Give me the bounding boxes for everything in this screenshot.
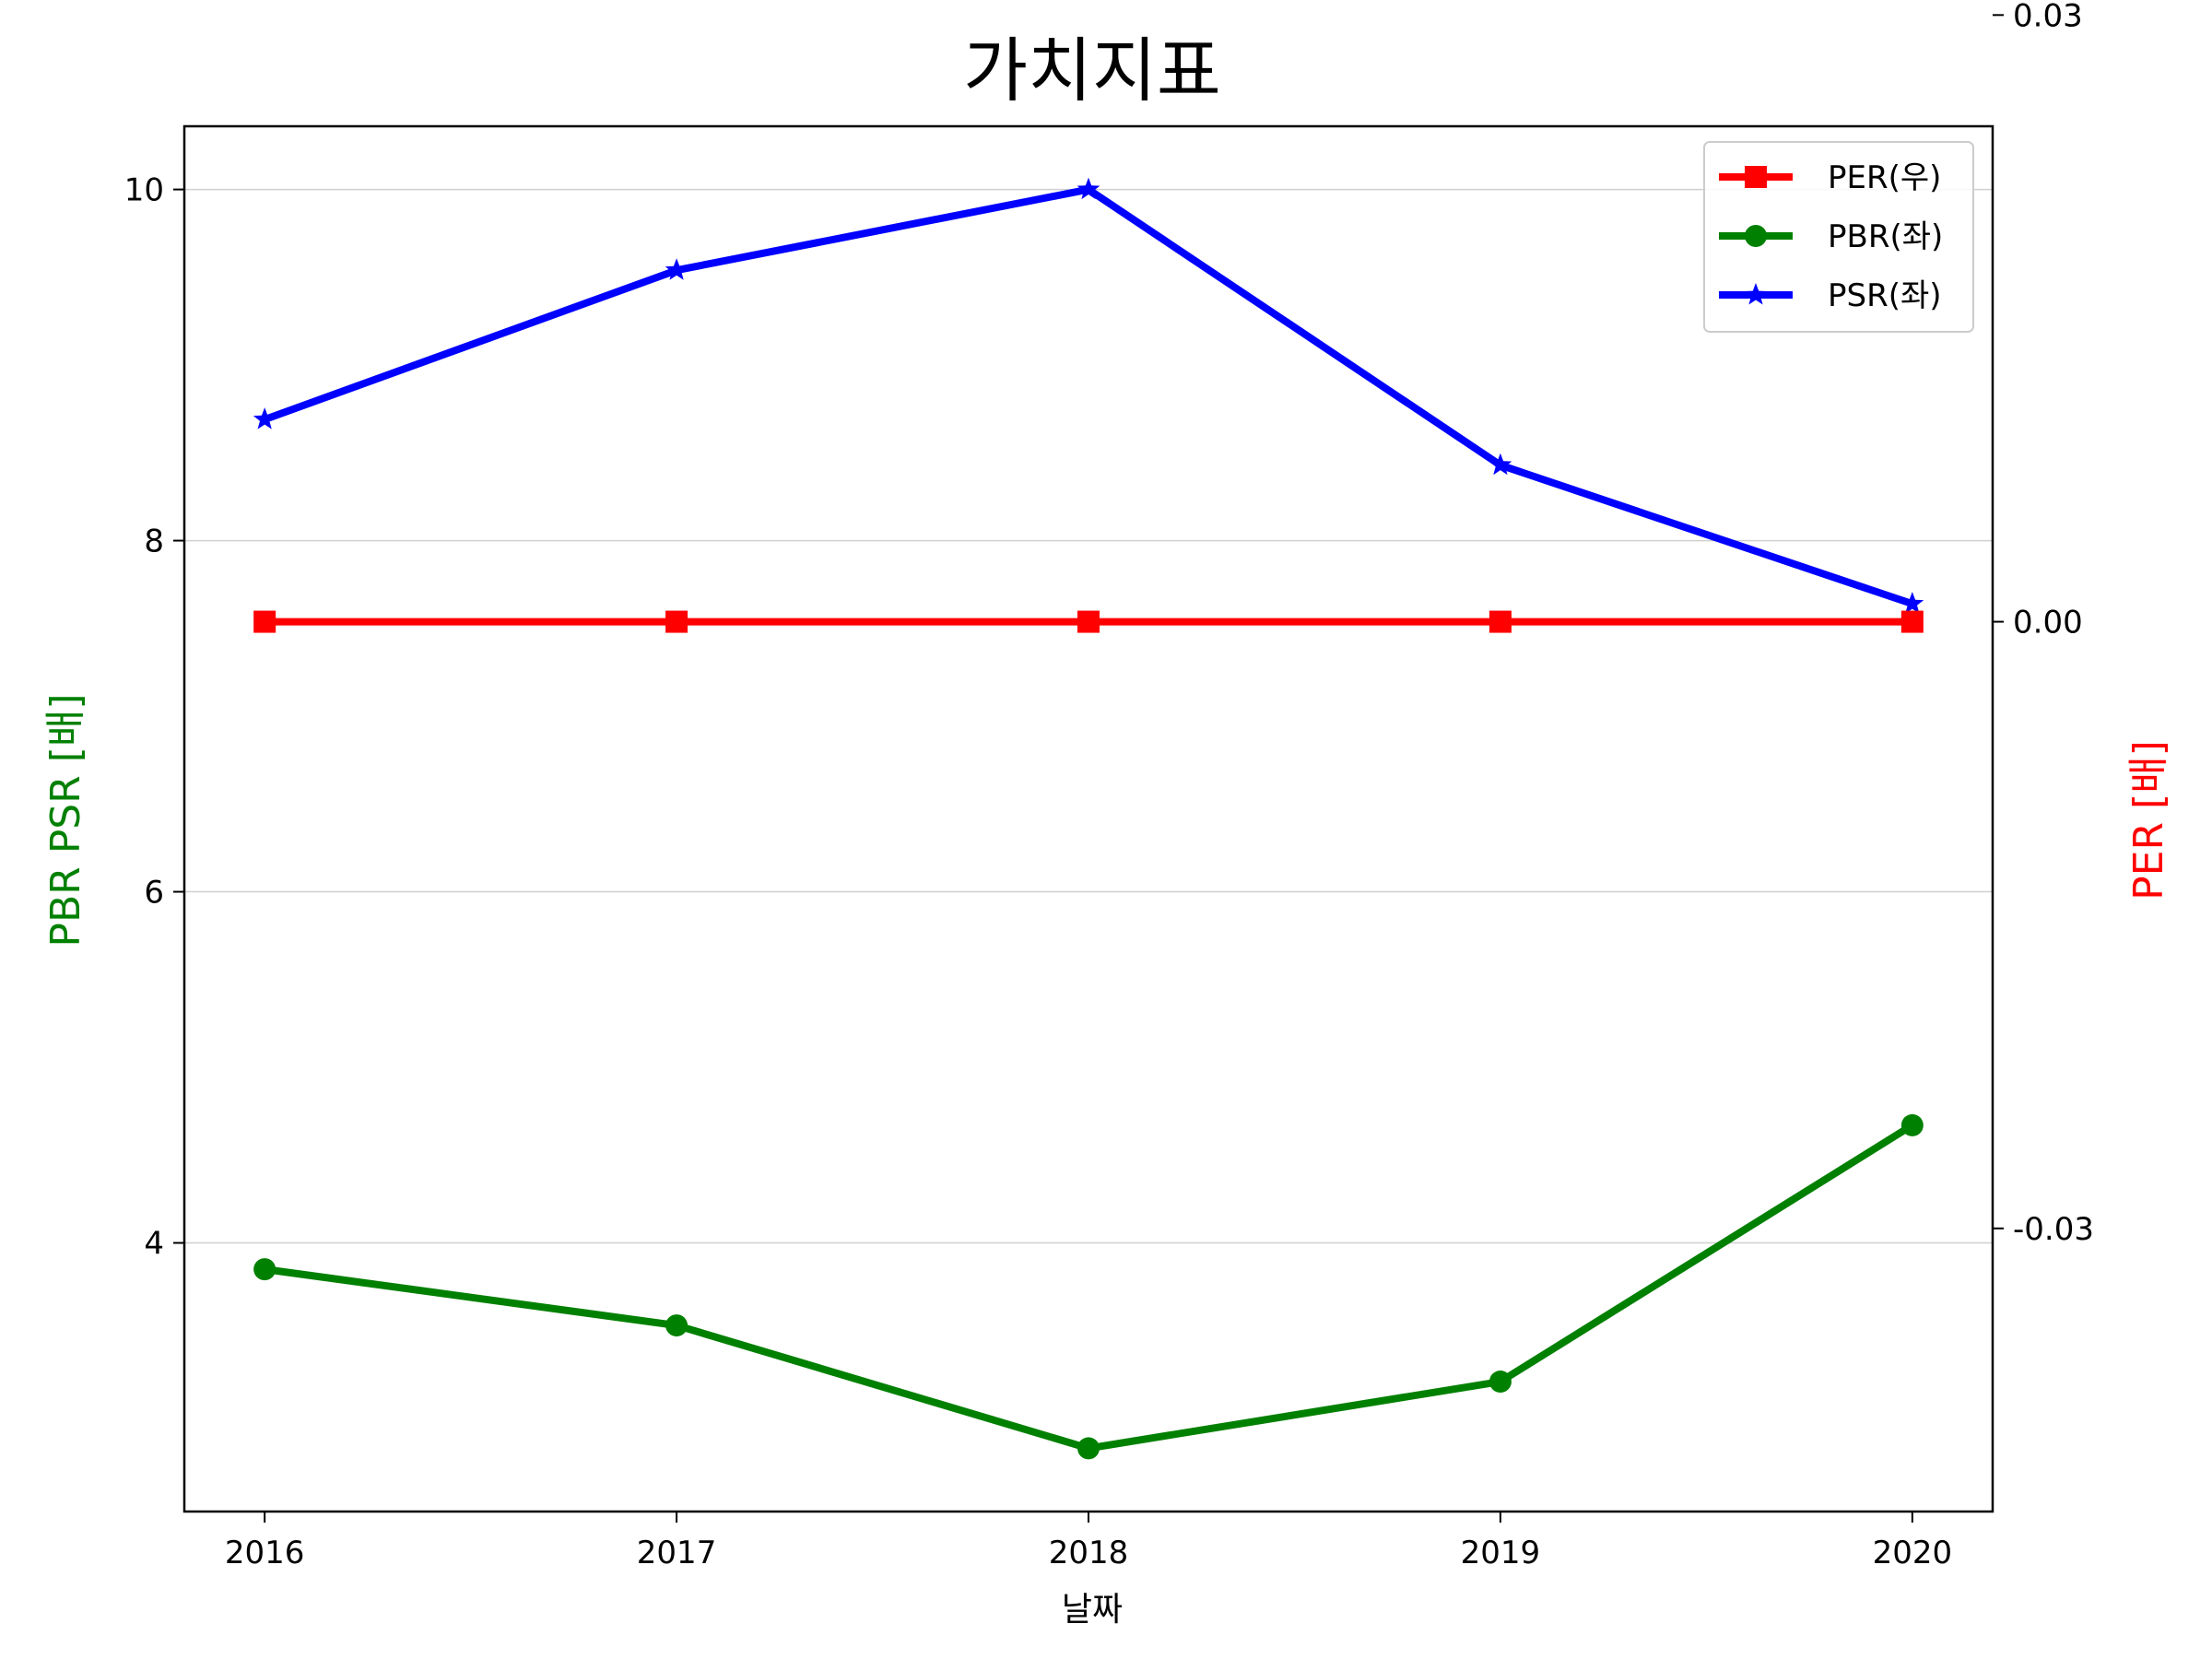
data-point bbox=[1900, 1113, 1924, 1136]
legend-swatch-marker bbox=[1745, 166, 1767, 188]
axes-layer: 2016 2017 2018 2019 2020 4 6 8 10 -0.03 0.00 0.03 bbox=[124, 0, 2094, 1571]
legend-item: PER(우) bbox=[1719, 159, 1941, 196]
data-point bbox=[665, 1314, 688, 1337]
right-tick-label: 0.00 bbox=[2013, 605, 2083, 641]
left-tick-label: 4 bbox=[144, 1226, 164, 1263]
series-layer bbox=[253, 177, 1924, 1460]
data-point bbox=[665, 610, 688, 633]
left-axis-label: PBR PSR [배] bbox=[42, 693, 89, 947]
x-tick-label: 2016 bbox=[225, 1535, 305, 1571]
chart-title: 가치지표 bbox=[963, 29, 1221, 112]
legend-label: PER(우) bbox=[1828, 159, 1941, 196]
legend-item: PBR(좌) bbox=[1719, 218, 1943, 255]
series-PSR(좌) bbox=[253, 177, 1924, 614]
data-point bbox=[1077, 610, 1100, 633]
left-tick-label: 6 bbox=[144, 875, 164, 912]
right-axis-label: PER [배] bbox=[2125, 740, 2172, 900]
legend-swatch-marker bbox=[1745, 225, 1767, 247]
left-tick-label: 10 bbox=[124, 172, 164, 209]
legend-label: PBR(좌) bbox=[1828, 218, 1943, 255]
right-tick-label: -0.03 bbox=[2013, 1211, 2094, 1248]
right-tick-label: 0.03 bbox=[2013, 0, 2083, 34]
data-point bbox=[253, 610, 276, 633]
legend-swatch-marker bbox=[1744, 283, 1768, 305]
data-point bbox=[1488, 610, 1512, 633]
data-point bbox=[1077, 177, 1100, 200]
data-point bbox=[1900, 610, 1924, 633]
x-tick-label: 2019 bbox=[1461, 1535, 1541, 1571]
data-point bbox=[253, 1258, 276, 1281]
data-point bbox=[1488, 453, 1512, 476]
data-point bbox=[665, 258, 688, 280]
data-point bbox=[253, 407, 276, 429]
data-point bbox=[1077, 1437, 1100, 1460]
data-point bbox=[1900, 592, 1924, 614]
x-axis-label: 날짜 bbox=[1062, 1591, 1123, 1629]
series-PBR(좌) bbox=[253, 1113, 1924, 1460]
legend: PER(우) PBR(좌) PSR(좌) bbox=[1703, 141, 1974, 333]
data-point bbox=[1488, 1371, 1512, 1394]
x-tick-label: 2020 bbox=[1873, 1535, 1953, 1571]
legend-label: PSR(좌) bbox=[1828, 277, 1942, 314]
series-PER(우) bbox=[253, 610, 1924, 633]
legend-item: PSR(좌) bbox=[1719, 277, 1942, 314]
x-tick-label: 2017 bbox=[637, 1535, 717, 1571]
left-tick-label: 8 bbox=[144, 524, 164, 560]
x-tick-label: 2018 bbox=[1049, 1535, 1129, 1571]
legend-box bbox=[1703, 141, 1974, 333]
